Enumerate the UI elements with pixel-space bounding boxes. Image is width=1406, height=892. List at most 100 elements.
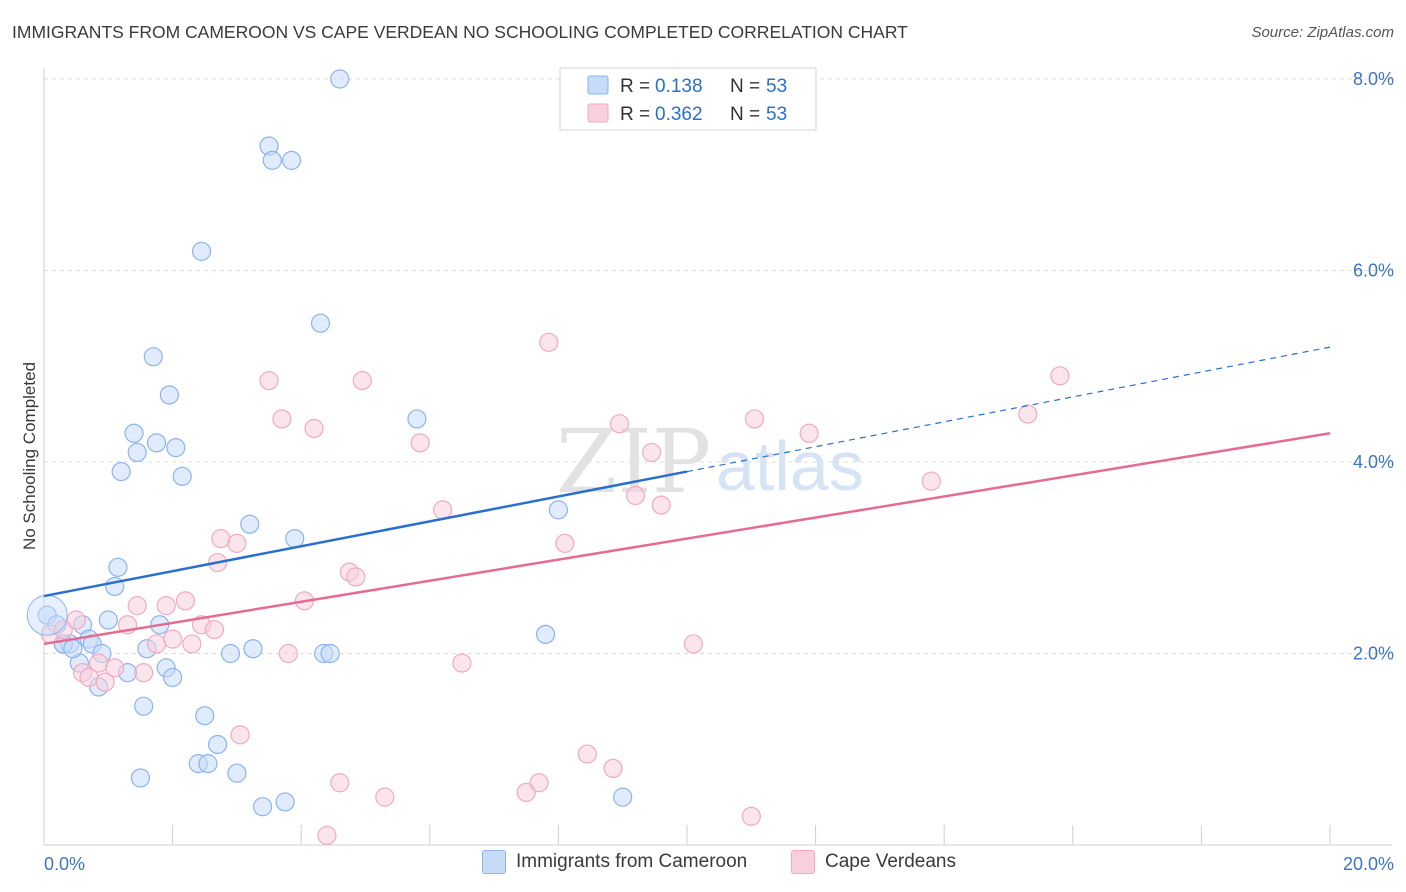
point-cape-verdeans [330, 773, 350, 793]
point-cameroon [243, 639, 263, 659]
point-cape-verdeans [539, 332, 559, 352]
point-cape-verdeans [89, 653, 109, 673]
point-cape-verdeans [555, 533, 575, 553]
point-cape-verdeans [683, 634, 704, 654]
watermark: ZIP atlas [556, 410, 864, 513]
point-cameroon [220, 643, 241, 664]
point-cape-verdeans [744, 409, 765, 429]
point-cape-verdeans [642, 442, 662, 463]
point-cape-verdeans [352, 371, 372, 391]
data-points [26, 69, 1070, 846]
legend-label-cameroon: Immigrants from Cameroon [516, 851, 748, 872]
x-tick-label-min: 0.0% [44, 854, 85, 874]
point-cameroon [613, 787, 633, 807]
point-cameroon [108, 557, 128, 577]
point-cape-verdeans [230, 725, 250, 745]
point-cape-verdeans [516, 782, 536, 802]
point-cape-verdeans [146, 634, 167, 654]
point-cape-verdeans [259, 371, 279, 391]
point-cape-verdeans [156, 596, 176, 616]
legend-item-cape-verdeans[interactable]: Cape Verdeans [791, 850, 956, 874]
point-cameroon [98, 610, 118, 630]
point-cameroon [159, 385, 179, 405]
x-tick-label-max: 20.0% [1343, 854, 1394, 874]
point-cameroon [143, 347, 163, 367]
point-cameroon [535, 624, 556, 644]
point-cape-verdeans [921, 471, 941, 491]
point-cameroon [111, 461, 131, 482]
point-cape-verdeans [227, 533, 247, 553]
point-cameroon [191, 241, 212, 261]
trend-line-cameroon [43, 470, 688, 598]
legend-swatch-cameroon [587, 75, 609, 95]
chart-source: Source: ZipAtlas.com [1251, 24, 1394, 41]
point-cape-verdeans [272, 409, 292, 429]
legend-item-cameroon[interactable]: Immigrants from Cameroon [482, 850, 747, 874]
point-cameroon [63, 639, 83, 659]
trend-line-cape-verdeans [43, 432, 1331, 646]
point-cape-verdeans [105, 658, 125, 678]
point-cape-verdeans [204, 619, 224, 640]
point-cameroon-cluster [26, 594, 68, 636]
point-cape-verdeans [375, 787, 395, 807]
y-axis-label: No Schooling Completed [20, 362, 39, 550]
point-cape-verdeans [66, 610, 86, 630]
point-cape-verdeans [211, 528, 231, 549]
point-cameroon [146, 433, 167, 453]
point-cape-verdeans [53, 619, 73, 640]
legend-n-label-cameroon: N = [730, 76, 760, 97]
point-cape-verdeans [410, 433, 430, 453]
point-cape-verdeans [799, 423, 819, 443]
point-cape-verdeans [529, 773, 549, 793]
y-tick-label: 2.0% [1353, 644, 1394, 664]
point-cape-verdeans [278, 643, 298, 664]
point-cape-verdeans [433, 500, 453, 520]
legend-n-value-cameroon: 53 [766, 76, 787, 97]
point-cameroon [281, 150, 302, 170]
point-cape-verdeans [452, 653, 472, 673]
point-cape-verdeans [127, 596, 147, 616]
watermark-atlas: atlas [716, 427, 864, 505]
point-cameroon [407, 409, 427, 429]
point-cameroon [275, 792, 295, 812]
point-cameroon [262, 150, 282, 170]
correlation-legend: R = 0.138 N = 53 R = 0.362 N = 53 [559, 67, 817, 131]
point-cape-verdeans [1018, 404, 1038, 424]
point-cameroon [548, 500, 569, 520]
point-cameroon [208, 734, 228, 755]
point-cape-verdeans [95, 672, 115, 692]
legend-swatch-cape-verdeans [587, 103, 609, 123]
point-cape-verdeans [317, 825, 337, 846]
point-cameroon [198, 754, 218, 774]
point-cape-verdeans [182, 634, 202, 654]
legend-r-label-cameroon: R = [620, 76, 650, 97]
point-cameroon [134, 696, 154, 716]
point-cape-verdeans [304, 418, 324, 439]
legend-swatch-icon-cape-verdeans [791, 850, 815, 874]
y-tick-label: 4.0% [1353, 452, 1394, 472]
point-cameroon [240, 514, 260, 534]
point-cape-verdeans [163, 629, 183, 649]
point-cameroon [195, 706, 215, 726]
axes [43, 68, 1392, 846]
point-cape-verdeans [651, 495, 671, 515]
point-cape-verdeans [346, 567, 366, 587]
legend-r-value-cape-verdeans: 0.362 [655, 104, 703, 125]
legend-n-value-cape-verdeans: 53 [766, 104, 787, 125]
point-cameroon [320, 643, 340, 664]
point-cameroon [227, 763, 247, 783]
legend-n-label-cape-verdeans: N = [730, 104, 760, 125]
point-cameroon [166, 438, 186, 458]
point-cameroon [172, 466, 192, 486]
y-tick-label: 6.0% [1353, 261, 1394, 281]
grid-lines: 2.0% 4.0% 6.0% 8.0% [44, 69, 1394, 664]
point-cape-verdeans [741, 806, 761, 826]
point-cameroon [310, 313, 331, 333]
trend-lines [43, 346, 1331, 646]
point-cape-verdeans [577, 744, 597, 764]
legend-r-label-cape-verdeans: R = [620, 104, 650, 125]
y-tick-label: 8.0% [1353, 69, 1394, 89]
point-cameroon [127, 442, 147, 463]
point-cape-verdeans [609, 414, 630, 434]
